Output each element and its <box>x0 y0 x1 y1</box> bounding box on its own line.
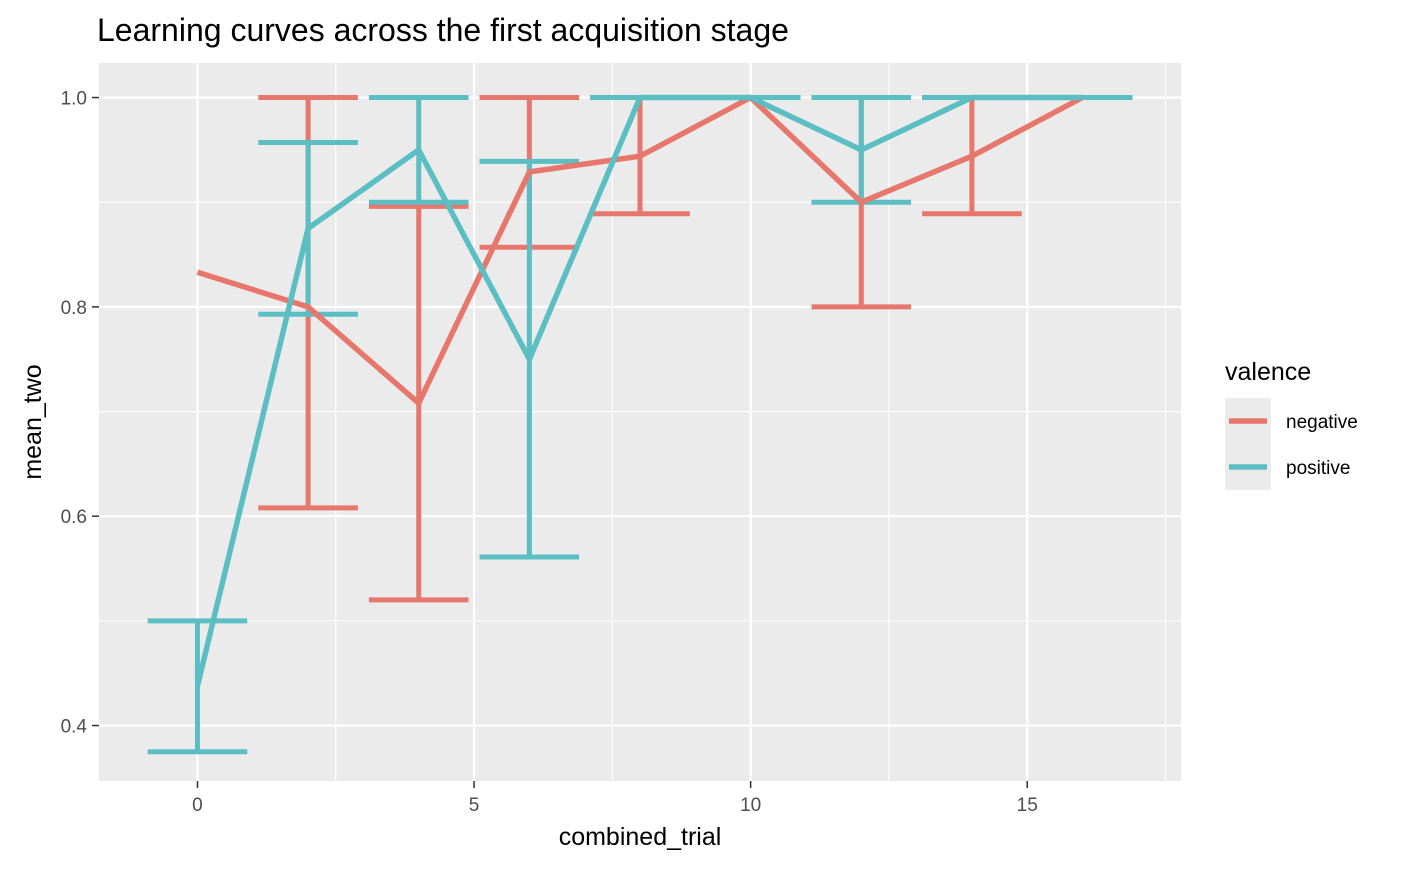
grid-minor <box>99 63 1181 781</box>
legend-label-positive: positive <box>1286 458 1350 479</box>
y-axis-title: mean_two <box>19 364 47 479</box>
y-tick-label: 0.8 <box>61 298 87 319</box>
error-bar-positive <box>147 618 248 755</box>
x-tick-label: 15 <box>1017 795 1038 816</box>
legend: valence negative positive <box>1225 358 1358 490</box>
legend-items: negative positive <box>1225 398 1358 490</box>
legend-label-negative: negative <box>1286 412 1358 433</box>
series-lines <box>194 94 1084 687</box>
x-tick-label: 0 <box>192 795 203 816</box>
series-line-negative <box>196 94 1084 406</box>
x-axis-title: combined_trial <box>559 823 722 851</box>
y-axis-ticks: 0.4 0.6 0.8 1.0 <box>61 89 99 738</box>
chart-title: Learning curves across the first acquisi… <box>97 12 789 48</box>
legend-title: valence <box>1225 358 1311 386</box>
y-tick-label: 0.6 <box>61 507 87 528</box>
y-tick-label: 1.0 <box>61 89 87 110</box>
series-line-positive <box>194 94 1083 687</box>
x-axis-ticks: 0 5 10 15 <box>192 781 1038 816</box>
x-tick-label: 10 <box>740 795 761 816</box>
x-tick-label: 5 <box>469 795 480 816</box>
y-tick-label: 0.4 <box>61 717 88 738</box>
